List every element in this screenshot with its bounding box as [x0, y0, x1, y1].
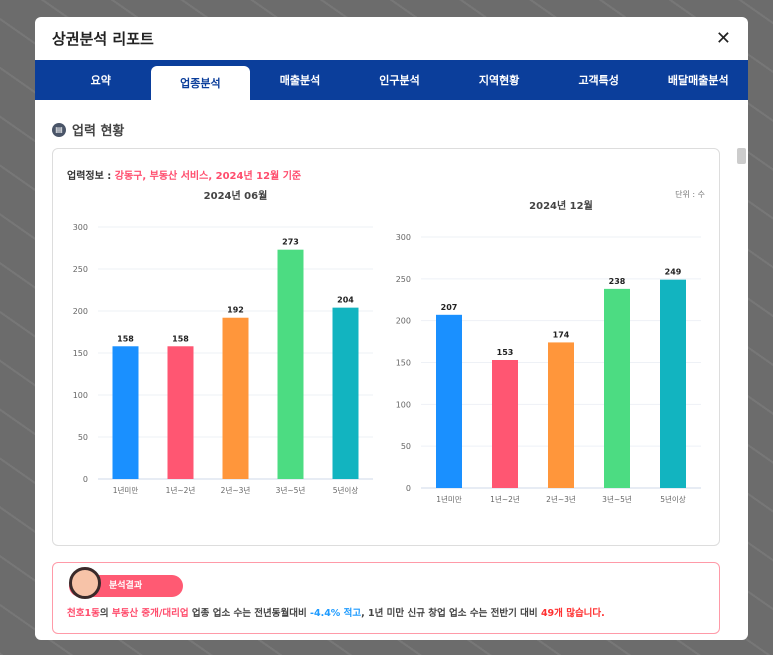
tab-sales[interactable]: 매출분석	[279, 74, 321, 87]
data-label: 192	[227, 306, 244, 315]
bar	[222, 317, 249, 479]
info-label: 업력정보 :	[67, 171, 115, 182]
section-title: 업력 현황	[72, 124, 125, 139]
y-tick-label: 100	[73, 391, 88, 400]
tab-bar: 요약 업종분석 매출분석 인구분석 지역현황 고객특성 배달매출분석	[35, 60, 748, 100]
scrollbar[interactable]	[737, 148, 746, 164]
bar	[277, 249, 304, 479]
tab-population[interactable]: 인구분석	[379, 74, 420, 87]
chart-title: 2024년 06월	[204, 189, 268, 202]
y-tick-label: 150	[73, 349, 88, 358]
info-value: 강동구, 부동산 서비스, 2024년 12월 기준	[114, 171, 302, 182]
chart-title: 2024년 12월	[529, 199, 593, 212]
bar	[492, 359, 518, 488]
x-tick-label: 2년~3년	[221, 485, 251, 495]
tab-summary[interactable]: 요약	[90, 74, 111, 87]
x-tick-label: 3년~5년	[602, 494, 632, 504]
report-modal: 상권분석 리포트 ✕ 요약 업종분석 매출분석 인구분석 지역현황 고객특성 배…	[35, 17, 748, 640]
y-tick-label: 200	[396, 317, 411, 326]
data-label: 273	[282, 238, 299, 247]
info-line: 업력정보 : 강동구, 부동산 서비스, 2024년 12월 기준	[67, 167, 301, 182]
close-icon[interactable]: ✕	[715, 28, 731, 49]
result-text: 천호1동의 부동산 중개/대리업 업종 업소 수는 전년동월대비 -4.4% 적…	[67, 605, 605, 619]
tab-region[interactable]: 지역현황	[478, 74, 520, 87]
data-label: 249	[665, 268, 682, 277]
result-part: 업종 업소 수는 전년동월대비	[188, 608, 311, 619]
bar	[436, 314, 462, 488]
bar	[112, 346, 139, 479]
y-tick-label: 100	[396, 400, 411, 409]
x-tick-label: 5년이상	[660, 494, 686, 504]
mascot-avatar	[69, 567, 101, 599]
result-dong: 천호1동	[67, 608, 100, 619]
x-tick-label: 1년미만	[113, 485, 139, 495]
modal-title: 상권분석 리포트	[52, 30, 154, 48]
data-label: 207	[441, 303, 458, 312]
data-label: 238	[609, 277, 626, 286]
data-label: 158	[172, 334, 189, 343]
tab-customer[interactable]: 고객특성	[578, 74, 619, 87]
y-tick-label: 250	[396, 275, 411, 284]
data-label: 204	[337, 296, 354, 305]
x-tick-label: 5년이상	[333, 485, 359, 495]
result-part: , 1년 미만 신규 창업 업소 수는 전반기 대비	[361, 608, 541, 619]
result-new-count: 49개 많습니다.	[540, 608, 605, 619]
x-tick-label: 1년~2년	[166, 485, 196, 495]
y-tick-label: 300	[396, 233, 411, 242]
x-tick-label: 1년미만	[436, 494, 462, 504]
chart-card: 업력정보 : 강동구, 부동산 서비스, 2024년 12월 기준 단위 : 수…	[52, 148, 720, 546]
y-tick-label: 250	[73, 265, 88, 274]
bar	[167, 346, 194, 479]
unit-label: 단위 : 수	[675, 190, 705, 199]
data-label: 158	[117, 334, 134, 343]
y-tick-label: 150	[396, 359, 411, 368]
bar	[548, 342, 574, 488]
result-industry: 부동산 중개/대리업	[111, 608, 189, 619]
section-header: ▤ 업력 현황	[52, 120, 124, 139]
bar-charts: 2024년 06월 0 50 100 150 200 250 300 158 1년미만 158 1년~…	[73, 189, 701, 504]
bar	[604, 288, 630, 488]
data-label: 174	[553, 330, 570, 339]
store-icon: ▤	[52, 122, 66, 137]
tab-industry[interactable]: 업종분석	[150, 66, 251, 100]
result-part: 의	[99, 608, 112, 619]
result-change: -4.4% 적고	[310, 608, 362, 619]
result-box: 분석결과 천호1동의 부동산 중개/대리업 업종 업소 수는 전년동월대비 -4…	[52, 562, 720, 634]
x-tick-label: 3년~5년	[276, 485, 306, 495]
y-tick-label: 50	[78, 433, 88, 442]
y-tick-label: 300	[73, 223, 88, 232]
modal-header: 상권분석 리포트 ✕	[35, 17, 748, 60]
bar	[332, 307, 359, 479]
x-tick-label: 1년~2년	[490, 494, 520, 504]
y-tick-label: 0	[406, 484, 411, 493]
y-tick-label: 200	[73, 307, 88, 316]
data-label: 153	[497, 348, 514, 357]
y-tick-label: 0	[83, 475, 88, 484]
bar	[660, 279, 686, 488]
tab-delivery[interactable]: 배달매출분석	[667, 74, 729, 87]
x-tick-label: 2년~3년	[546, 494, 576, 504]
y-tick-label: 50	[401, 442, 411, 451]
